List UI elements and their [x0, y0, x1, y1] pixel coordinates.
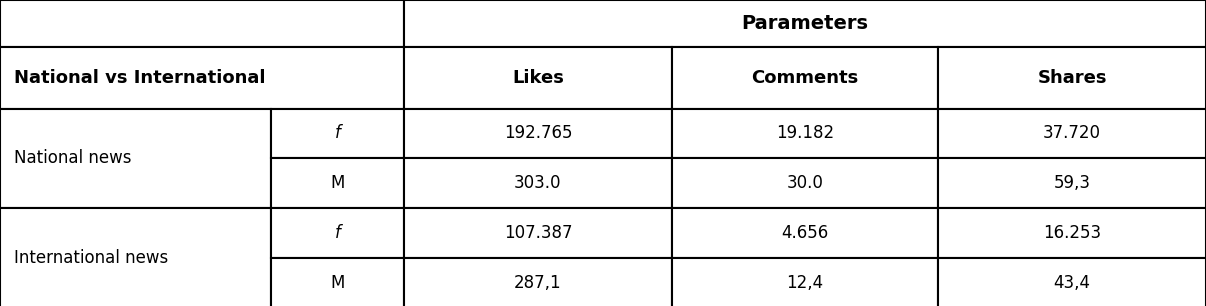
- Text: 19.182: 19.182: [775, 125, 835, 143]
- Text: f: f: [335, 224, 340, 242]
- Bar: [404, 109, 672, 159]
- Bar: [271, 258, 404, 306]
- Bar: [404, 47, 672, 109]
- Bar: [672, 109, 938, 159]
- Text: National news: National news: [14, 149, 131, 167]
- Bar: [938, 109, 1206, 159]
- Text: f: f: [335, 125, 340, 143]
- Text: 30.0: 30.0: [786, 174, 824, 192]
- Bar: [672, 258, 938, 306]
- Bar: [672, 208, 938, 258]
- Bar: [938, 258, 1206, 306]
- Bar: [271, 159, 404, 208]
- Bar: [404, 159, 672, 208]
- Bar: [672, 47, 938, 109]
- Text: 59,3: 59,3: [1054, 174, 1090, 192]
- Text: 4.656: 4.656: [781, 224, 829, 242]
- Bar: [404, 258, 672, 306]
- Text: 303.0: 303.0: [514, 174, 562, 192]
- Text: International news: International news: [14, 249, 169, 267]
- Bar: [271, 109, 404, 159]
- Text: 12,4: 12,4: [786, 274, 824, 292]
- Bar: [938, 208, 1206, 258]
- Bar: [0, 208, 271, 306]
- Text: National vs International: National vs International: [14, 69, 267, 87]
- Bar: [404, 208, 672, 258]
- Text: Shares: Shares: [1037, 69, 1107, 87]
- Bar: [0, 0, 404, 47]
- Bar: [672, 159, 938, 208]
- Text: Likes: Likes: [511, 69, 564, 87]
- Text: Parameters: Parameters: [742, 14, 868, 33]
- Bar: [938, 47, 1206, 109]
- Text: 107.387: 107.387: [504, 224, 572, 242]
- Text: M: M: [330, 274, 345, 292]
- Text: M: M: [330, 174, 345, 192]
- Text: 287,1: 287,1: [514, 274, 562, 292]
- Text: 37.720: 37.720: [1043, 125, 1101, 143]
- Bar: [0, 109, 271, 208]
- Text: Comments: Comments: [751, 69, 859, 87]
- Bar: [404, 0, 1206, 47]
- Bar: [938, 159, 1206, 208]
- Bar: [0, 47, 404, 109]
- Text: 192.765: 192.765: [504, 125, 572, 143]
- Text: 43,4: 43,4: [1054, 274, 1090, 292]
- Bar: [271, 208, 404, 258]
- Text: 16.253: 16.253: [1043, 224, 1101, 242]
